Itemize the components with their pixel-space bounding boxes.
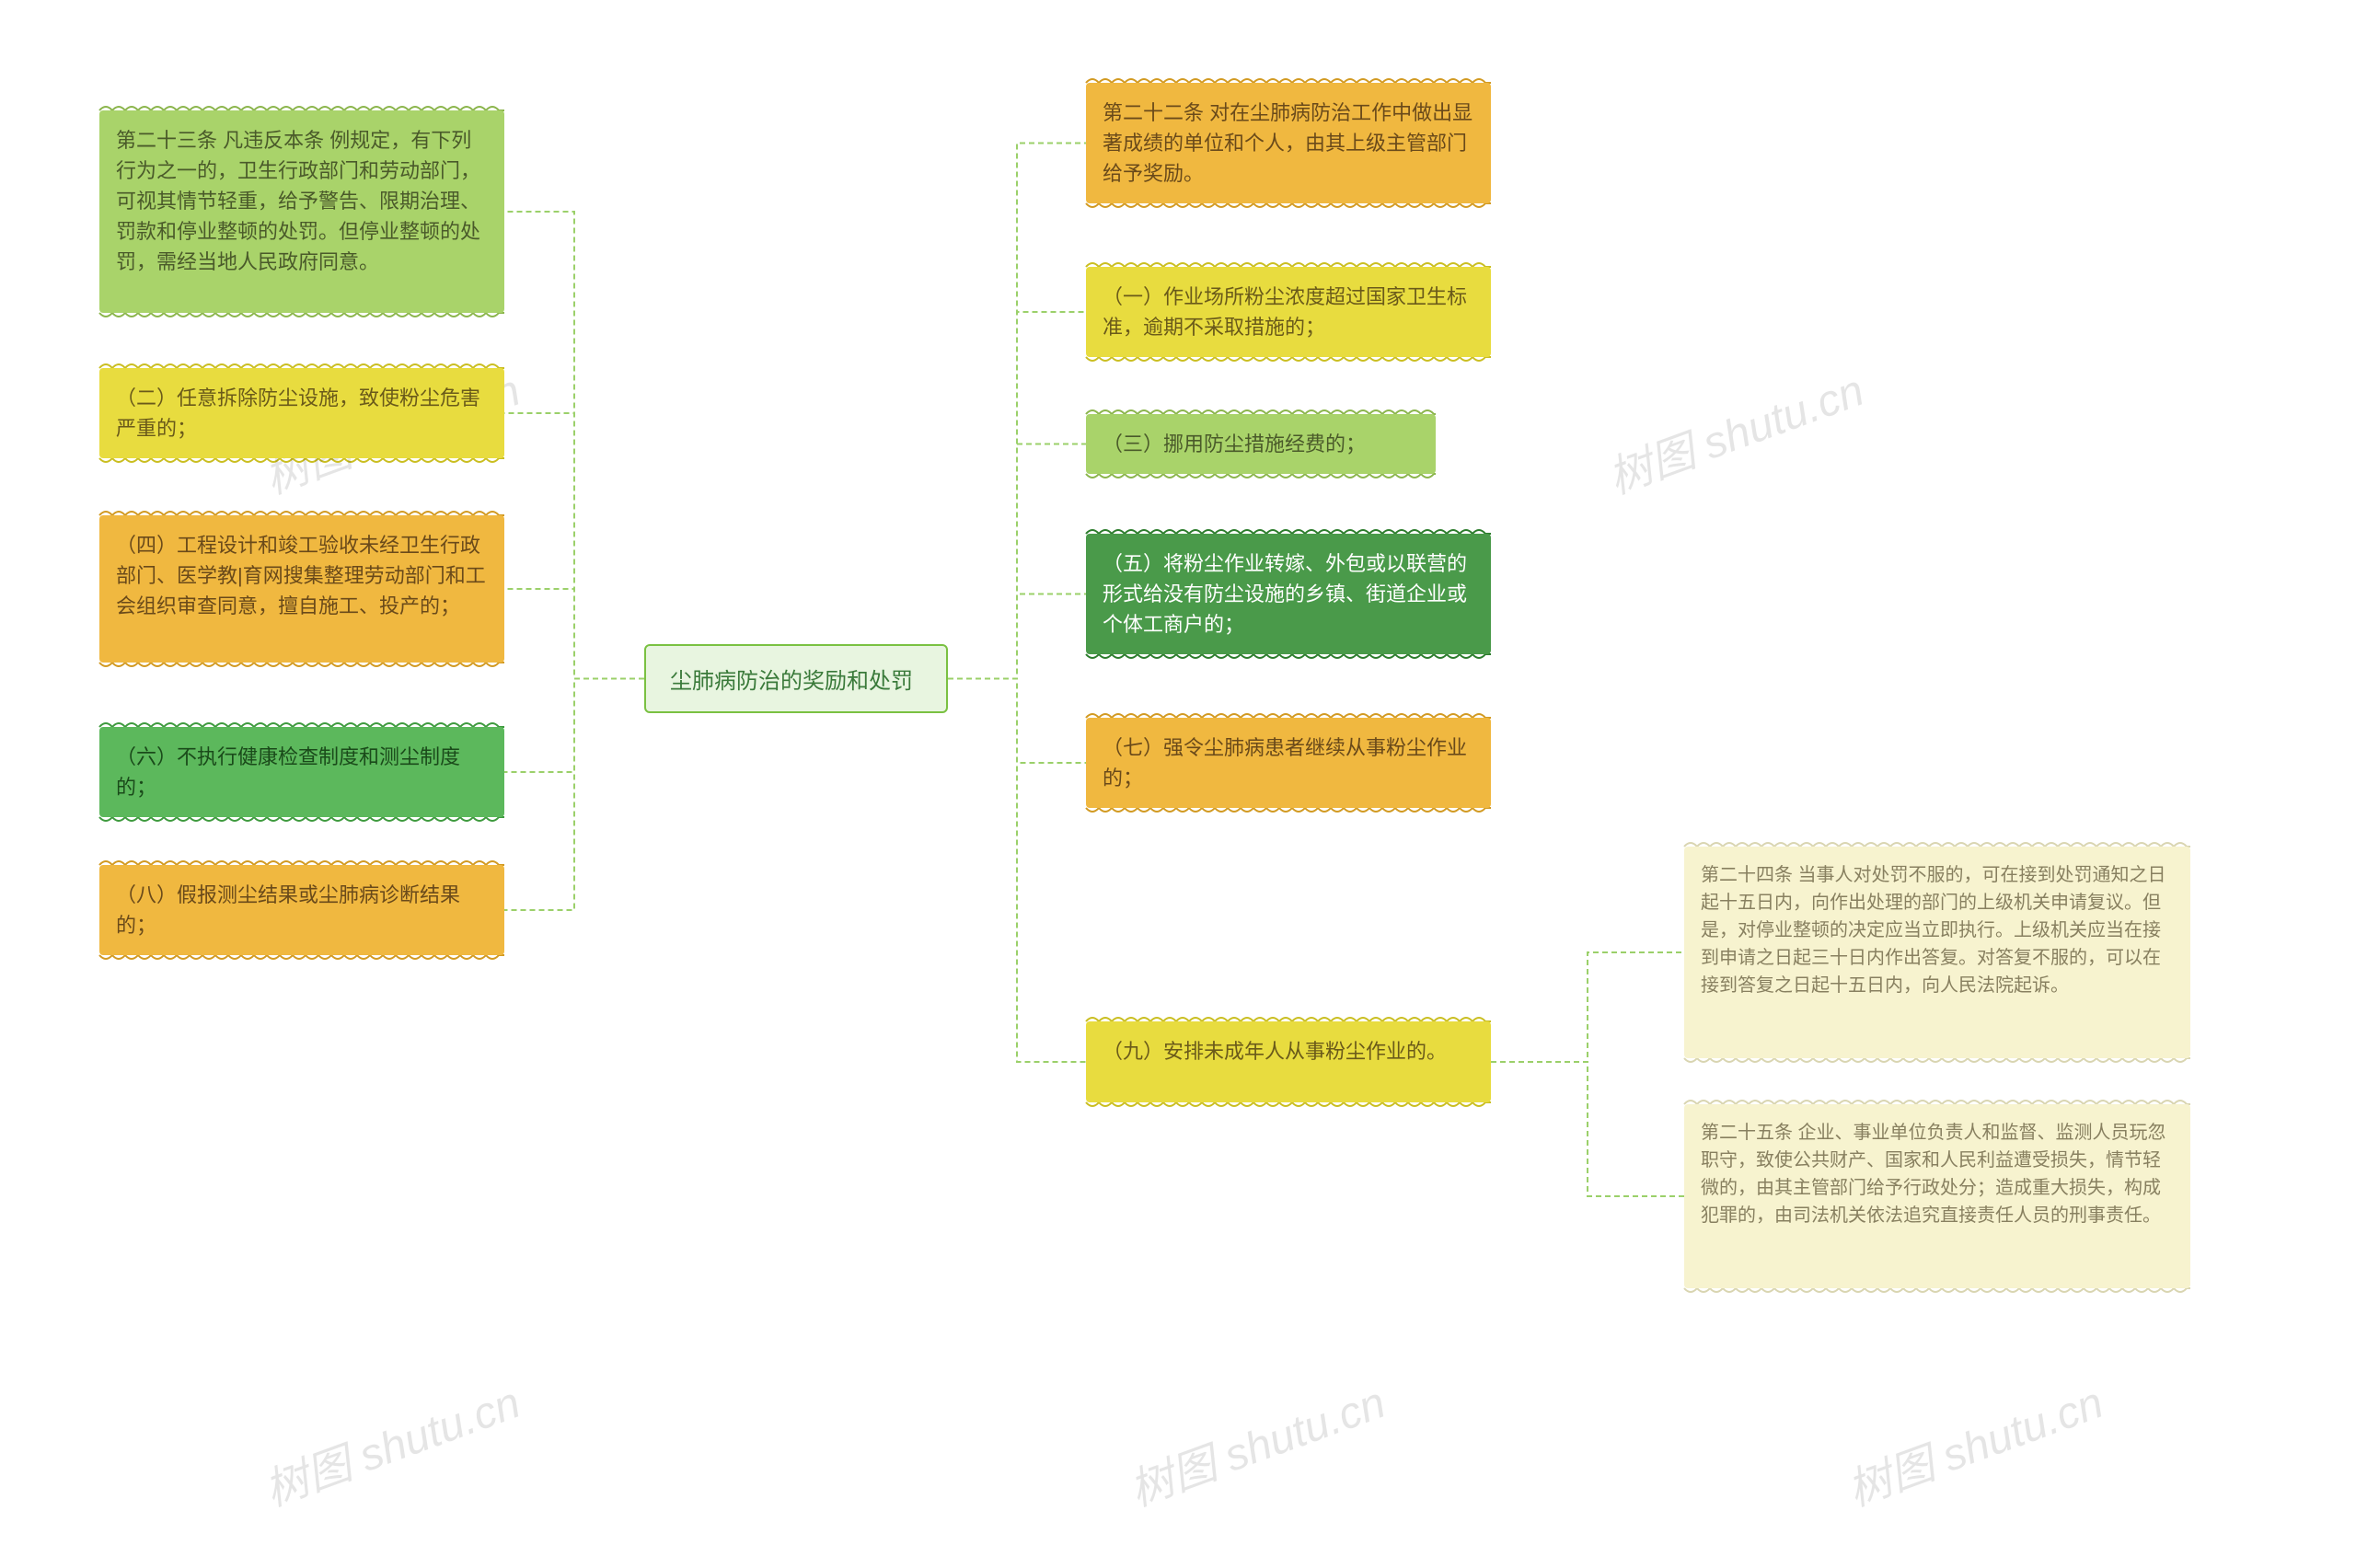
- mindmap-node: 第二十四条 当事人对处罚不服的，可在接到处罚通知之日起十五日内，向作出处理的部门…: [1684, 847, 2190, 1058]
- node-label: （四）工程设计和竣工验收未经卫生行政部门、医学教|育网搜集整理劳动部门和工会组织…: [116, 534, 486, 617]
- node-label: 第二十三条 凡违反本条 例规定，有下列行为之一的，卫生行政部门和劳动部门，可视其…: [116, 129, 480, 273]
- node-label: （八）假报测尘结果或尘肺病诊断结果的；: [116, 883, 460, 937]
- mindmap-node: （六）不执行健康检查制度和测尘制度的；: [99, 727, 504, 817]
- node-label: （三）挪用防尘措施经费的；: [1103, 432, 1366, 455]
- node-label: （七）强令尘肺病患者继续从事粉尘作业的；: [1103, 736, 1467, 790]
- center-label: 尘肺病防治的奖励和处罚: [670, 669, 913, 694]
- node-label: 第二十四条 当事人对处罚不服的，可在接到处罚通知之日起十五日内，向作出处理的部门…: [1701, 865, 2166, 996]
- mindmap-node: （九）安排未成年人从事粉尘作业的。: [1086, 1021, 1491, 1102]
- mindmap-node: （三）挪用防尘措施经费的；: [1086, 414, 1436, 474]
- mindmap-node: （七）强令尘肺病患者继续从事粉尘作业的；: [1086, 718, 1491, 808]
- node-label: 第二十五条 企业、事业单位负责人和监督、监测人员玩忽职守，致使公共财产、国家和人…: [1701, 1123, 2166, 1226]
- center-node: 尘肺病防治的奖励和处罚: [644, 644, 948, 713]
- node-label: （九）安排未成年人从事粉尘作业的。: [1103, 1040, 1447, 1063]
- node-label: （五）将粉尘作业转嫁、外包或以联营的形式给没有防尘设施的乡镇、街道企业或个体工商…: [1103, 552, 1467, 636]
- watermark: 树图 shutu.cn: [1837, 1366, 2110, 1518]
- watermark: 树图 shutu.cn: [254, 1366, 527, 1518]
- node-label: 第二十二条 对在尘肺病防治工作中做出显著成绩的单位和个人，由其上级主管部门给予奖…: [1103, 101, 1472, 185]
- watermark: 树图 shutu.cn: [1598, 354, 1871, 506]
- mindmap-node: （四）工程设计和竣工验收未经卫生行政部门、医学教|育网搜集整理劳动部门和工会组织…: [99, 515, 504, 663]
- mindmap-node: （二）任意拆除防尘设施，致使粉尘危害严重的；: [99, 368, 504, 458]
- mindmap-node: 第二十五条 企业、事业单位负责人和监督、监测人员玩忽职守，致使公共财产、国家和人…: [1684, 1104, 2190, 1288]
- node-label: （六）不执行健康检查制度和测尘制度的；: [116, 745, 460, 799]
- mindmap-node: （八）假报测尘结果或尘肺病诊断结果的；: [99, 865, 504, 955]
- mindmap-node: （一）作业场所粉尘浓度超过国家卫生标准，逾期不采取措施的；: [1086, 267, 1491, 357]
- node-label: （一）作业场所粉尘浓度超过国家卫生标准，逾期不采取措施的；: [1103, 285, 1467, 339]
- watermark: 树图 shutu.cn: [1119, 1366, 1392, 1518]
- mindmap-node: 第二十二条 对在尘肺病防治工作中做出显著成绩的单位和个人，由其上级主管部门给予奖…: [1086, 83, 1491, 203]
- mindmap-node: 第二十三条 凡违反本条 例规定，有下列行为之一的，卫生行政部门和劳动部门，可视其…: [99, 110, 504, 313]
- mindmap-node: （五）将粉尘作业转嫁、外包或以联营的形式给没有防尘设施的乡镇、街道企业或个体工商…: [1086, 534, 1491, 654]
- node-label: （二）任意拆除防尘设施，致使粉尘危害严重的；: [116, 386, 480, 440]
